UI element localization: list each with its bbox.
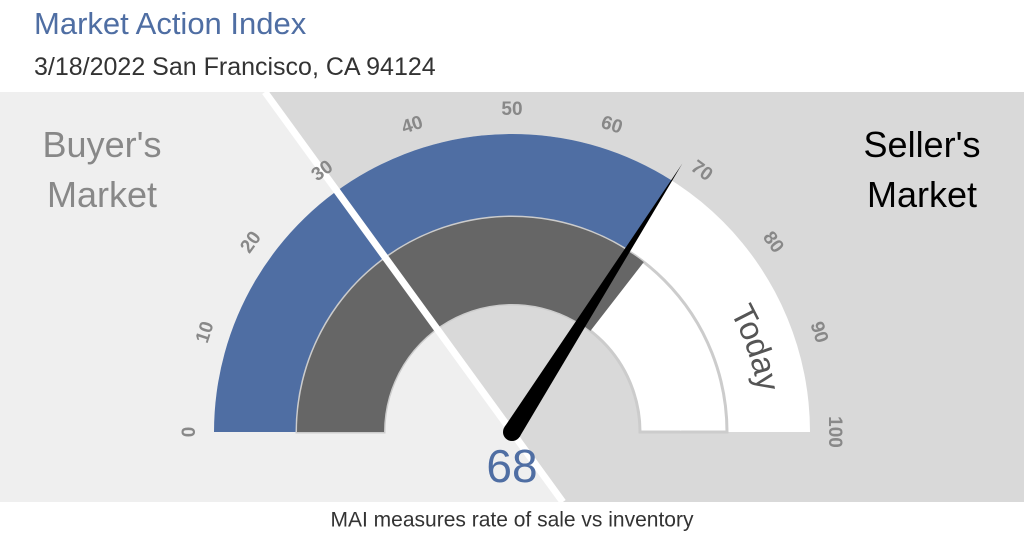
needle xyxy=(504,163,683,437)
footnote: MAI measures rate of sale vs inventory xyxy=(331,509,694,532)
tick-label: 50 xyxy=(501,99,522,120)
tick-label: 100 xyxy=(824,416,845,448)
region-label: Seller's Market xyxy=(863,124,981,215)
ring-fill xyxy=(214,133,672,432)
gauge-value: 68 xyxy=(486,440,537,492)
chart-subtitle: 3/18/2022 San Francisco, CA 94124 xyxy=(34,53,436,81)
tick-label: 0 xyxy=(179,427,200,438)
ring-fill xyxy=(297,217,644,432)
chart-title: Market Action Index xyxy=(34,6,307,41)
region-label: Buyer's Market xyxy=(42,124,162,215)
needle-hub xyxy=(503,423,521,441)
